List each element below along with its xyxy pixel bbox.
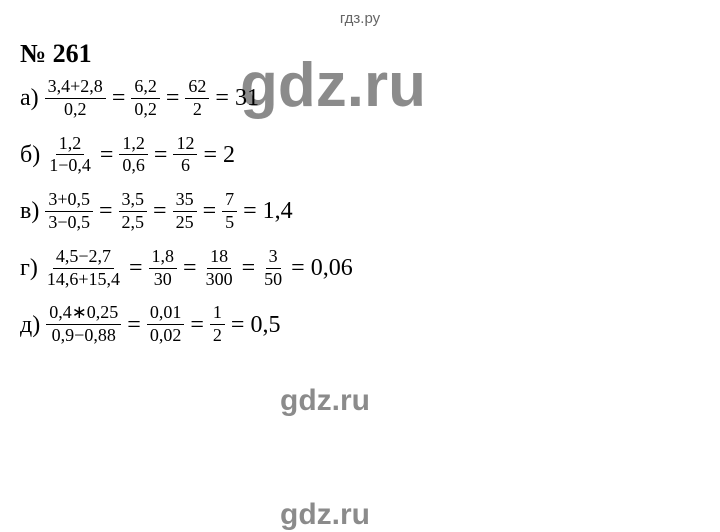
fraction: 12 xyxy=(210,303,225,346)
problem-label: а) xyxy=(20,86,39,110)
numerator: 6,2 xyxy=(131,77,160,99)
denominator: 2 xyxy=(210,325,225,346)
page-header: гдз.ру xyxy=(20,10,700,27)
denominator: 6 xyxy=(178,155,193,176)
problem-line: д)0,4∗0,250,9−0,88=0,010,02=12=0,5 xyxy=(20,303,700,346)
fraction: 0,010,02 xyxy=(147,303,185,346)
denominator: 0,2 xyxy=(131,99,160,120)
fraction: 4,5−2,714,6+15,4 xyxy=(44,247,123,290)
problem-line: б)1,21−0,4=1,20,6=126=2 xyxy=(20,134,700,177)
equals-sign: = xyxy=(127,313,141,337)
problem-label: д) xyxy=(20,313,40,337)
fraction: 0,4∗0,250,9−0,88 xyxy=(46,303,121,346)
denominator: 2 xyxy=(190,99,205,120)
equals-sign: = xyxy=(112,86,126,110)
numerator: 1,2 xyxy=(119,134,148,156)
numerator: 62 xyxy=(185,77,209,99)
numerator: 3+0,5 xyxy=(45,190,93,212)
denominator: 25 xyxy=(173,212,197,233)
equals-sign: = xyxy=(153,199,167,223)
result-value: 0,5 xyxy=(250,313,280,337)
denominator: 50 xyxy=(261,269,285,290)
fraction: 3,52,5 xyxy=(119,190,148,233)
denominator: 0,2 xyxy=(61,99,90,120)
equals-sign: = xyxy=(190,313,204,337)
problem-line: г)4,5−2,714,6+15,4=1,830=18300=350=0,06 xyxy=(20,247,700,290)
numerator: 7 xyxy=(222,190,237,212)
fraction: 18300 xyxy=(203,247,236,290)
numerator: 3,4+2,8 xyxy=(45,77,106,99)
fraction: 6,20,2 xyxy=(131,77,160,120)
result-value: 0,06 xyxy=(311,256,353,280)
numerator: 35 xyxy=(173,190,197,212)
equals-sign: = xyxy=(99,199,113,223)
denominator: 300 xyxy=(203,269,236,290)
problems-container: а)3,4+2,80,2=6,20,2=622=31б)1,21−0,4=1,2… xyxy=(20,77,700,346)
denominator: 0,6 xyxy=(119,155,148,176)
fraction: 1,830 xyxy=(149,247,178,290)
equals-sign: = xyxy=(231,313,245,337)
equals-sign: = xyxy=(291,256,305,280)
problem-line: в)3+0,53−0,5=3,52,5=3525=75=1,4 xyxy=(20,190,700,233)
denominator: 0,02 xyxy=(147,325,185,346)
numerator: 0,01 xyxy=(147,303,185,325)
problem-label: б) xyxy=(20,143,40,167)
result-value: 1,4 xyxy=(263,199,293,223)
denominator: 3−0,5 xyxy=(45,212,93,233)
watermark-small-1: gdz.ru xyxy=(280,384,370,418)
fraction: 3,4+2,80,2 xyxy=(45,77,106,120)
denominator: 0,9−0,88 xyxy=(49,325,119,346)
result-value: 2 xyxy=(223,143,235,167)
numerator: 3 xyxy=(266,247,281,269)
problem-label: г) xyxy=(20,256,38,280)
denominator: 30 xyxy=(151,269,175,290)
numerator: 12 xyxy=(173,134,197,156)
equals-sign: = xyxy=(243,199,257,223)
denominator: 5 xyxy=(222,212,237,233)
equals-sign: = xyxy=(203,199,217,223)
denominator: 1−0,4 xyxy=(46,155,94,176)
numerator: 18 xyxy=(207,247,231,269)
problem-label: в) xyxy=(20,199,39,223)
equals-sign: = xyxy=(100,143,114,167)
numerator: 1,2 xyxy=(56,134,85,156)
numerator: 3,5 xyxy=(119,190,148,212)
equals-sign: = xyxy=(129,256,143,280)
equals-sign: = xyxy=(154,143,168,167)
fraction: 3525 xyxy=(173,190,197,233)
problem-line: а)3,4+2,80,2=6,20,2=622=31 xyxy=(20,77,700,120)
equals-sign: = xyxy=(183,256,197,280)
fraction: 1,20,6 xyxy=(119,134,148,177)
fraction: 350 xyxy=(261,247,285,290)
fraction: 1,21−0,4 xyxy=(46,134,94,177)
numerator: 4,5−2,7 xyxy=(53,247,114,269)
numerator: 0,4∗0,25 xyxy=(46,303,121,325)
problem-number: № 261 xyxy=(20,39,700,69)
fraction: 3+0,53−0,5 xyxy=(45,190,93,233)
numerator: 1,8 xyxy=(149,247,178,269)
fraction: 622 xyxy=(185,77,209,120)
fraction: 75 xyxy=(222,190,237,233)
denominator: 2,5 xyxy=(119,212,148,233)
result-value: 31 xyxy=(235,86,259,110)
equals-sign: = xyxy=(215,86,229,110)
equals-sign: = xyxy=(242,256,256,280)
equals-sign: = xyxy=(203,143,217,167)
watermark-small-2: gdz.ru xyxy=(280,498,370,532)
denominator: 14,6+15,4 xyxy=(44,269,123,290)
fraction: 126 xyxy=(173,134,197,177)
numerator: 1 xyxy=(210,303,225,325)
equals-sign: = xyxy=(166,86,180,110)
